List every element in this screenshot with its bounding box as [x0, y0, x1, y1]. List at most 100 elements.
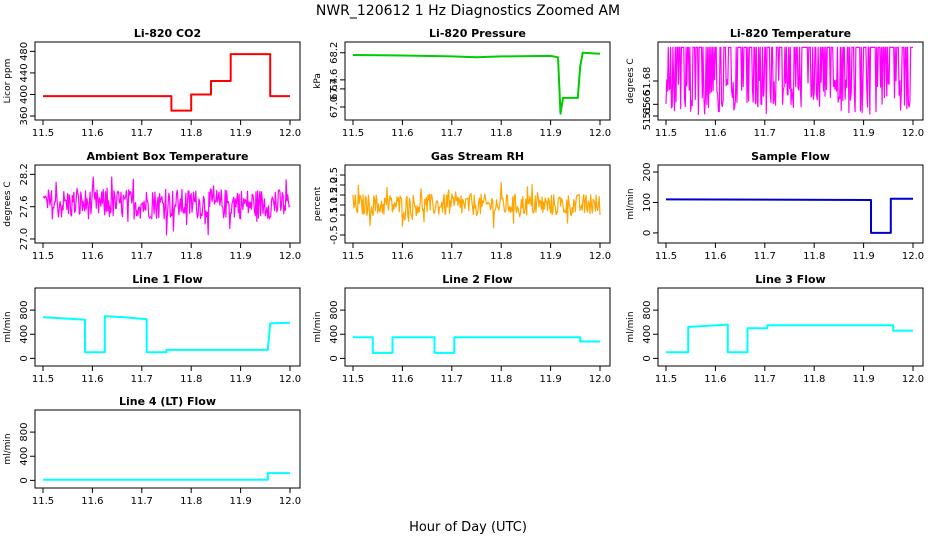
- panel-4: Ambient Box Temperature 11.5 11.6 11.7 11.8 1…: [3, 150, 301, 262]
- y-tick-label: 1.0: [329, 197, 340, 213]
- x-tick-label: 11.9: [229, 128, 251, 139]
- y-tick-label: 2.0: [329, 177, 340, 193]
- x-tick-label: 12.0: [589, 374, 611, 385]
- x-tick-label: 11.7: [131, 374, 153, 385]
- x-tick-label: 11.9: [229, 251, 251, 262]
- panel-10: Line 4 (LT) Flow 11.5 11.6 11.7 11.8 11.9 12.0…: [3, 395, 301, 507]
- x-tick-label: 11.5: [342, 251, 364, 262]
- x-tick-label: 11.9: [229, 496, 251, 507]
- y-tick-label: 400: [19, 325, 30, 344]
- x-tick-label: 12.0: [589, 128, 611, 139]
- series-line: [666, 323, 913, 354]
- panel-title: Line 2 Flow: [442, 273, 512, 286]
- y-axis-label: degrees C: [3, 181, 13, 226]
- y-tick-label: 400: [642, 325, 653, 344]
- y-tick-label: 400: [329, 325, 340, 344]
- y-tick-label: 800: [19, 301, 30, 320]
- panel-title: Line 3 Flow: [755, 273, 825, 286]
- x-tick-label: 11.7: [131, 496, 153, 507]
- x-tick-label: 12.0: [902, 128, 924, 139]
- panel-6: Sample Flow 11.5 11.6 11.7 11.8 11.9 12.0 0 100 2…: [626, 150, 924, 262]
- x-tick-label: 11.8: [180, 251, 202, 262]
- x-tick-label: 11.8: [490, 128, 512, 139]
- y-tick-label: -0.5: [329, 225, 340, 245]
- x-tick-label: 11.6: [81, 496, 103, 507]
- x-tick-label: 11.6: [391, 128, 413, 139]
- panel-title: Sample Flow: [751, 150, 830, 163]
- x-tick-label: 11.9: [539, 251, 561, 262]
- plot-frame: [34, 41, 301, 121]
- x-tick-label: 11.7: [441, 128, 463, 139]
- y-axis-label: ml/min: [3, 433, 13, 464]
- x-tick-label: 11.5: [655, 251, 677, 262]
- y-tick-label: 440: [19, 63, 30, 82]
- x-tick-label: 12.0: [902, 251, 924, 262]
- figure-title: NWR_120612 1 Hz Diagnostics Zoomed AM: [316, 3, 620, 19]
- y-tick-label: 27.0: [19, 228, 30, 250]
- y-tick-label: 800: [19, 423, 30, 442]
- x-tick-label: 11.6: [81, 128, 103, 139]
- y-tick-label: 28.2: [19, 163, 30, 185]
- series-line: [42, 315, 291, 354]
- series-line: [42, 176, 291, 236]
- panel-title: Li-820 Temperature: [730, 27, 851, 40]
- panel-5: Gas Stream RH 11.5 11.6 11.7 11.8 11.9 12.0 -0.…: [313, 150, 611, 262]
- x-tick-label: 11.5: [655, 374, 677, 385]
- x-tick-label: 11.6: [391, 251, 413, 262]
- panel-3: Li-820 Temperature 11.5 11.6 11.7 11.8 11.9 12…: [626, 27, 924, 139]
- x-tick-label: 11.8: [803, 251, 825, 262]
- y-tick-label: 0: [19, 355, 30, 361]
- x-tick-label: 11.5: [32, 128, 54, 139]
- y-tick-label: 480: [19, 42, 30, 61]
- series-line: [352, 182, 601, 229]
- x-tick-label: 11.5: [342, 128, 364, 139]
- y-tick-label: 1.5: [329, 187, 340, 203]
- x-tick-label: 11.8: [803, 374, 825, 385]
- y-axis-label: ml/min: [626, 188, 636, 219]
- x-tick-label: 11.5: [342, 374, 364, 385]
- plot-frame: [657, 164, 924, 244]
- x-tick-label: 12.0: [902, 374, 924, 385]
- x-tick-label: 12.0: [279, 128, 301, 139]
- x-tick-label: 11.6: [81, 251, 103, 262]
- y-tick-label: 67.4: [329, 78, 340, 100]
- y-axis-label: kPa: [313, 73, 323, 89]
- y-tick-label: 68.2: [329, 42, 340, 64]
- y-tick-label: 0.5: [329, 207, 340, 223]
- y-tick-label: 400: [19, 85, 30, 104]
- plot-frame: [34, 409, 301, 489]
- series-line: [665, 197, 913, 234]
- y-tick-label: 0: [19, 477, 30, 483]
- y-tick-label: 0: [642, 230, 653, 236]
- x-tick-label: 12.0: [589, 251, 611, 262]
- panel-title: Li-820 CO2: [134, 27, 201, 40]
- plot-frame: [344, 287, 611, 367]
- panel-title: Line 4 (LT) Flow: [119, 395, 216, 408]
- x-tick-label: 11.7: [441, 374, 463, 385]
- panel-title: Gas Stream RH: [431, 150, 524, 163]
- x-tick-label: 11.9: [852, 251, 874, 262]
- x-tick-label: 11.7: [754, 374, 776, 385]
- panel-title: Li-820 Pressure: [429, 27, 526, 40]
- x-tick-label: 11.8: [180, 128, 202, 139]
- x-tick-label: 11.8: [490, 251, 512, 262]
- figure-xlabel: Hour of Day (UTC): [409, 520, 527, 535]
- y-tick-label: 360: [19, 106, 30, 125]
- y-tick-label: 27.6: [19, 196, 30, 218]
- y-tick-label: 800: [329, 301, 340, 320]
- y-axis-label: degrees C: [626, 58, 636, 103]
- series-line: [43, 472, 290, 481]
- x-tick-label: 11.9: [539, 374, 561, 385]
- x-tick-label: 12.0: [279, 374, 301, 385]
- panel-7: Line 1 Flow 11.5 11.6 11.7 11.8 11.9 12.0 0 400 8…: [3, 273, 301, 385]
- y-axis-label: Licor ppm: [3, 59, 13, 104]
- x-tick-label: 11.7: [441, 251, 463, 262]
- series-line: [665, 46, 913, 115]
- y-tick-label: 0: [642, 355, 653, 361]
- x-tick-label: 11.9: [539, 128, 561, 139]
- y-tick-label: 400: [19, 447, 30, 466]
- y-tick-label: 67.6: [329, 69, 340, 91]
- x-tick-label: 11.6: [704, 128, 726, 139]
- y-axis-label: ml/min: [313, 311, 323, 342]
